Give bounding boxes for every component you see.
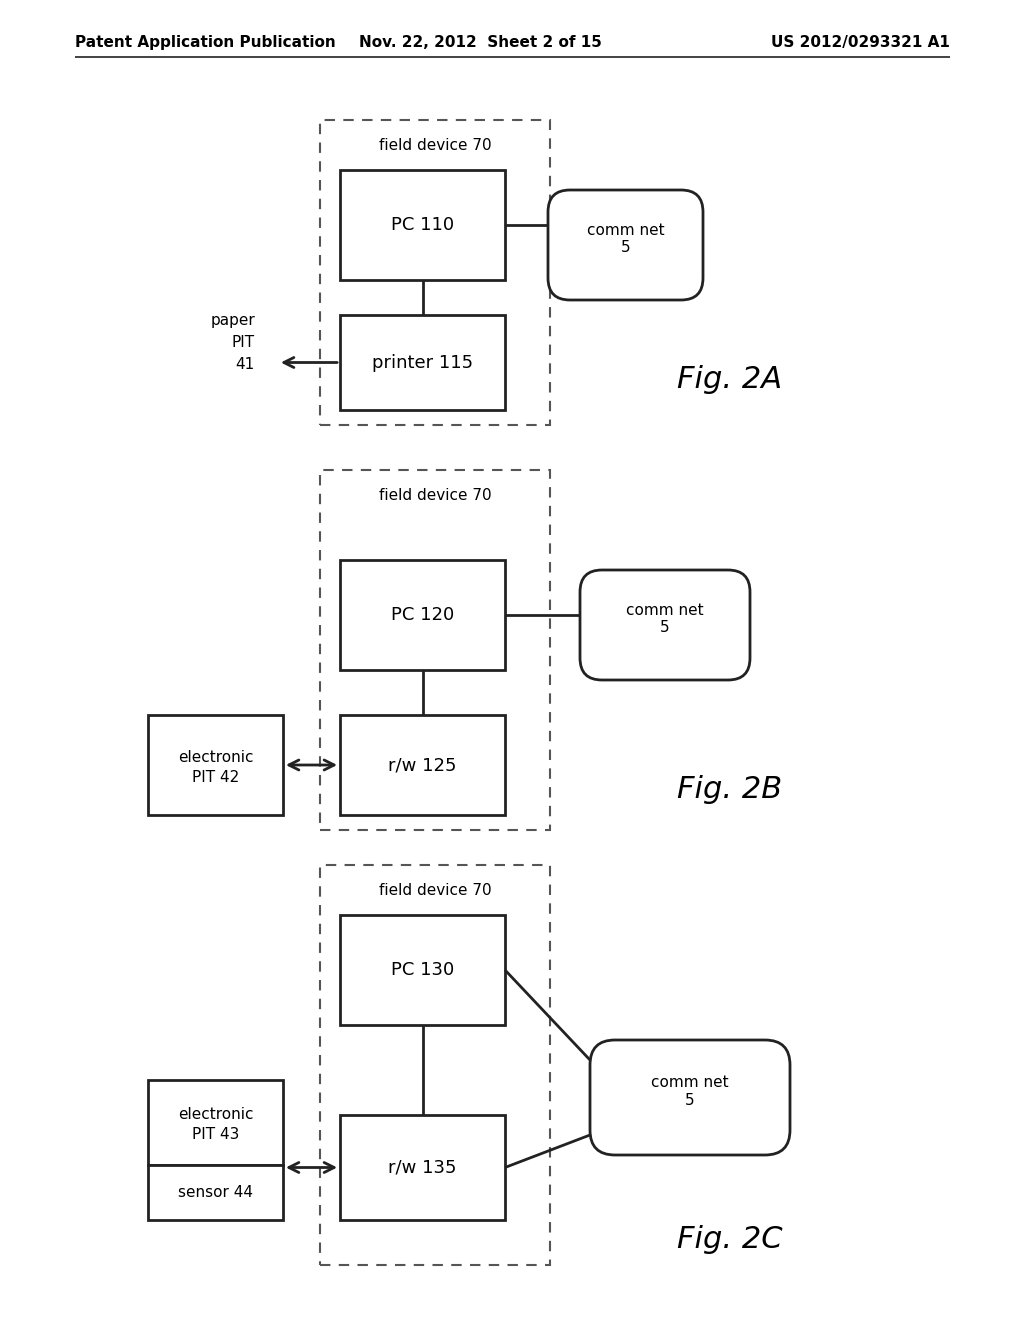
Text: sensor 44: sensor 44: [178, 1185, 253, 1200]
Bar: [148, 715, 283, 814]
Text: US 2012/0293321 A1: US 2012/0293321 A1: [771, 36, 950, 50]
Text: paper: paper: [210, 313, 255, 327]
Bar: [319, 865, 550, 1265]
Bar: [340, 1115, 505, 1220]
Text: Patent Application Publication: Patent Application Publication: [75, 36, 336, 50]
Text: PIT: PIT: [231, 335, 255, 350]
Text: PC 110: PC 110: [391, 216, 454, 234]
Text: field device 70: field device 70: [379, 883, 492, 898]
Text: PC 120: PC 120: [391, 606, 454, 624]
Text: electronic: electronic: [178, 750, 253, 764]
Text: PC 130: PC 130: [391, 961, 454, 979]
Bar: [148, 1080, 283, 1166]
Text: comm net
5: comm net 5: [627, 603, 703, 635]
FancyBboxPatch shape: [548, 190, 703, 300]
Text: field device 70: field device 70: [379, 139, 492, 153]
Bar: [319, 470, 550, 830]
Text: field device 70: field device 70: [379, 488, 492, 503]
Bar: [340, 315, 505, 411]
Text: Fig. 2C: Fig. 2C: [677, 1225, 782, 1254]
Text: printer 115: printer 115: [372, 354, 473, 371]
Text: r/w 135: r/w 135: [388, 1159, 457, 1176]
Bar: [340, 715, 505, 814]
Bar: [148, 1166, 283, 1220]
Bar: [340, 170, 505, 280]
FancyBboxPatch shape: [580, 570, 750, 680]
Text: comm net
5: comm net 5: [587, 223, 665, 255]
FancyBboxPatch shape: [590, 1040, 790, 1155]
Bar: [340, 560, 505, 671]
Text: PIT 43: PIT 43: [191, 1127, 240, 1142]
Text: Nov. 22, 2012  Sheet 2 of 15: Nov. 22, 2012 Sheet 2 of 15: [358, 36, 601, 50]
Bar: [340, 915, 505, 1026]
Text: comm net
5: comm net 5: [651, 1076, 729, 1107]
Text: Fig. 2B: Fig. 2B: [678, 776, 782, 804]
Text: 41: 41: [236, 356, 255, 372]
Text: PIT 42: PIT 42: [191, 770, 240, 784]
Text: electronic: electronic: [178, 1107, 253, 1122]
Bar: [319, 120, 550, 425]
Text: r/w 125: r/w 125: [388, 756, 457, 774]
Text: Fig. 2A: Fig. 2A: [678, 366, 782, 395]
